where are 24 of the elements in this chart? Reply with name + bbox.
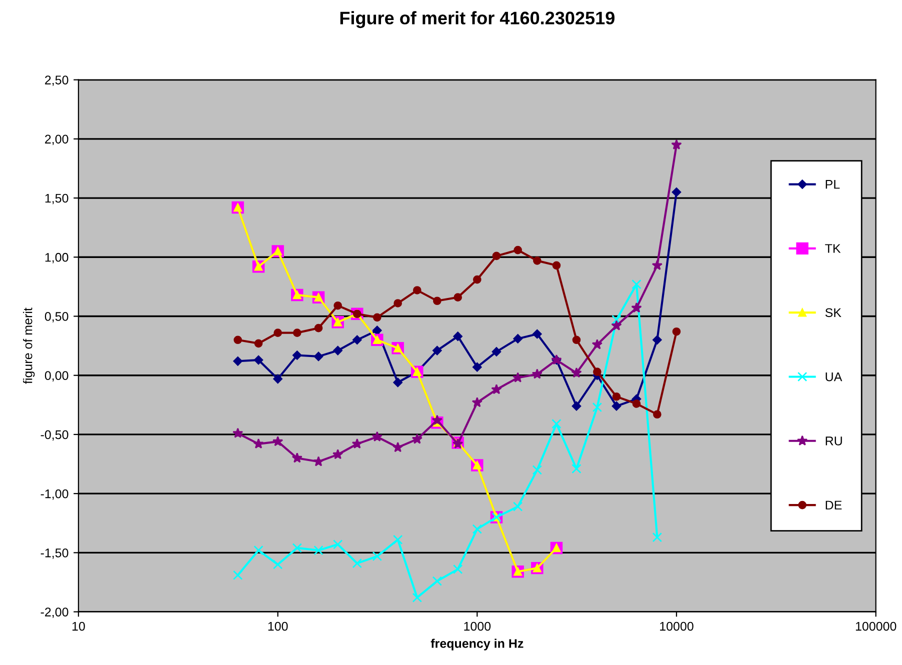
legend-label: UA (826, 372, 842, 382)
y-axis-title: figure of merit (23, 308, 35, 384)
y-tick-label: -1,50 (40, 548, 68, 559)
y-tick-label: -2,00 (40, 608, 68, 618)
y-tick-label: 1,00 (45, 252, 68, 264)
legend-label: TK (825, 244, 841, 253)
chart-title: Figure of merit for 4160.2302519 (340, 11, 614, 28)
y-tick-label: 2,50 (45, 76, 68, 86)
y-tick-label: 0,50 (44, 312, 68, 322)
y-tick-label: 0,00 (44, 371, 68, 382)
y-tick-label: -0,50 (40, 430, 68, 441)
x-tick-label: 100 (268, 622, 288, 631)
x-tick-label: 100000 (856, 622, 896, 631)
legend-label: RU (826, 436, 842, 446)
y-tick-label: -1,00 (40, 489, 68, 500)
x-tick-label: 10000 (660, 622, 694, 631)
x-tick-label: 1000 (464, 622, 491, 631)
x-axis-title: frequency in Hz (430, 638, 524, 650)
y-tick-label: 2,00 (45, 134, 68, 146)
legend-label: SK (825, 308, 842, 318)
x-tick-label: 10 (72, 622, 85, 631)
y-tick-label: 1,50 (45, 194, 68, 204)
legend-label: DE (826, 500, 842, 510)
legend-label: PL (826, 180, 840, 189)
